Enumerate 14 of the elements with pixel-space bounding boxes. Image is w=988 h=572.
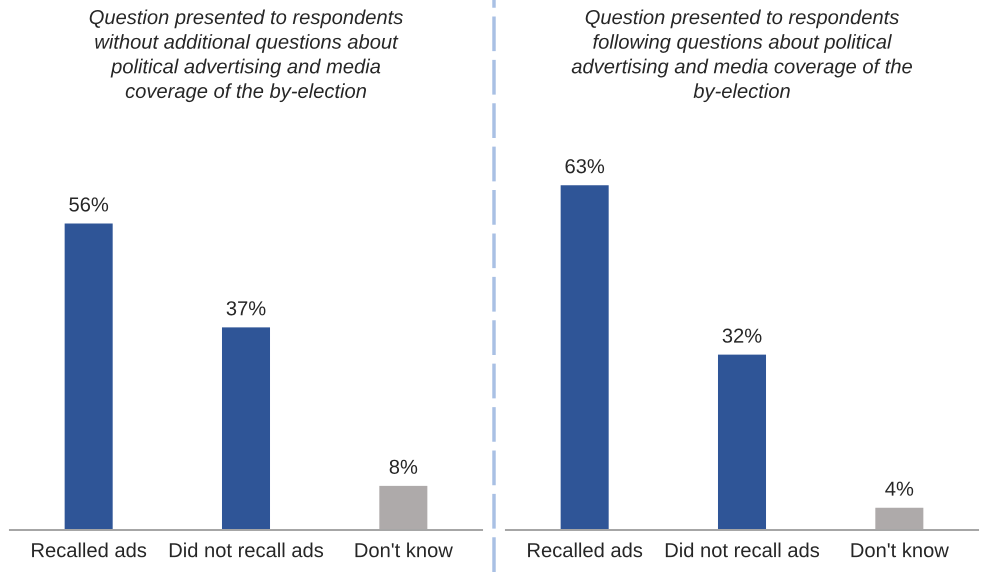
- x-tick-label: Don't know: [355, 542, 453, 558]
- data-label: 56%: [69, 197, 108, 212]
- data-label: 37%: [226, 301, 266, 316]
- x-tick-label: Did not recall ads: [170, 542, 324, 558]
- data-label: 32%: [722, 328, 762, 343]
- data-label: 8%: [390, 460, 418, 474]
- x-tick-label: Recalled ads: [32, 542, 146, 558]
- data-label: 63%: [566, 159, 604, 174]
- x-tick-label: Don't know: [851, 542, 949, 558]
- x-tick-label: Did not recall ads: [666, 542, 820, 558]
- data-label: 4%: [885, 482, 914, 496]
- x-tick-label: Recalled ads: [528, 542, 642, 558]
- chart-title: Question presented to respondents without additional questions about political advertising and media coverage of the by-election: [90, 9, 403, 102]
- chart-title: Question presented to respondents following questions about political advertising and media coverage of the by-election: [572, 9, 912, 102]
